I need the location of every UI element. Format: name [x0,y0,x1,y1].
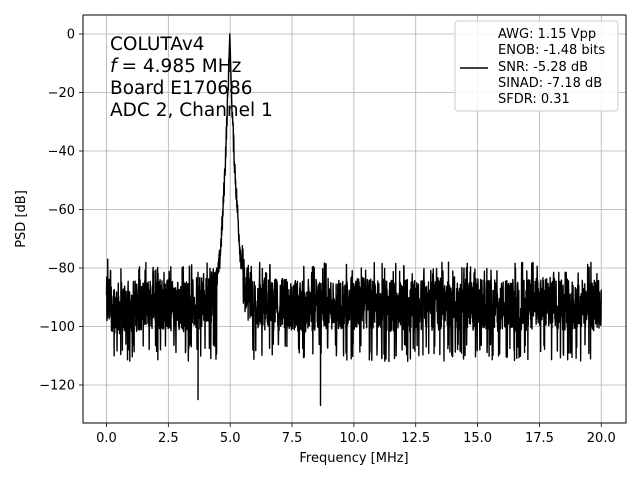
x-tick-label: 20.0 [587,431,616,446]
legend-box [454,20,619,112]
x-tick-label: 10.0 [339,431,368,446]
y-tick-label: −60 [48,203,75,218]
y-axis-label: PSD [dB] [14,190,29,248]
x-axis-label: Frequency [MHz] [299,451,408,466]
x-tick-label: 7.5 [282,431,303,446]
y-tick-label: 0 [67,28,75,43]
x-tick-label: 0.0 [96,431,117,446]
ticks: 0.0 2.5 5.0 7.5 10.0 12.5 15.0 17.5 20.0 0 −20 −40 −… [39,28,615,446]
x-tick-label: 15.0 [463,431,492,446]
legend-entry-awg: AWG: 1.15 Vpp [498,27,596,42]
annotation-channel: ADC 2, Channel 1 [110,100,273,121]
legend-entry-sinad: SINAD: -7.18 dB [498,76,602,91]
y-tick-label: −80 [48,261,75,276]
legend-entry-enob: ENOB: -1.48 bits [498,43,605,58]
annotation-frequency-value: = 4.985 MHz [122,56,242,77]
x-tick-label: 12.5 [401,431,430,446]
annotation-board: Board E170686 [110,78,253,99]
y-tick-label: −40 [48,145,75,160]
annotation-frequency: f = 4.985 MHz [110,56,241,77]
plot-frame [82,14,627,424]
annotation-device: COLUTAv4 [110,34,205,55]
y-tick-label: −20 [48,86,75,101]
legend-entry-sfdr: SFDR: 0.31 [498,92,570,107]
x-tick-label: 17.5 [525,431,554,446]
legend: AWG: 1.15 Vpp ENOB: -1.48 bits SNR: -5.2… [454,20,619,112]
y-tick-label: −100 [39,320,75,335]
x-tick-label: 2.5 [158,431,179,446]
legend-entry-snr: SNR: -5.28 dB [498,60,588,75]
x-tick-label: 5.0 [220,431,241,446]
psd-trace [105,33,602,407]
annotation-frequency-symbol: f [110,56,119,77]
y-tick-label: −120 [39,378,75,393]
